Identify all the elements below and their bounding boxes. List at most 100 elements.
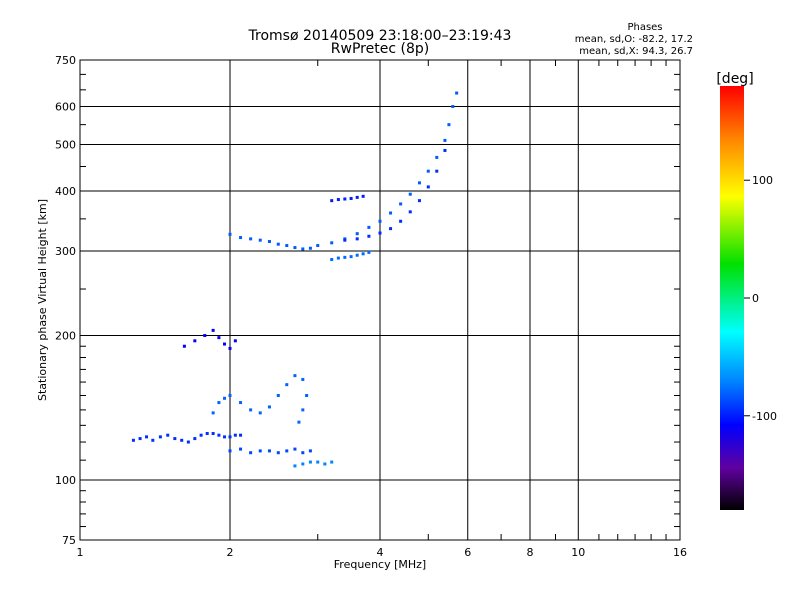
stats-line-x: mean, sd,X: 94.3, 26.7: [579, 46, 693, 57]
data-point: [228, 232, 232, 236]
y-tick-label: 300: [55, 245, 76, 258]
data-point: [426, 169, 430, 173]
data-point: [316, 244, 320, 248]
y-axis-ticks: 75 100 200 300 400 500 600 750: [55, 54, 680, 547]
colorbar-tick-label: 100: [752, 174, 773, 187]
data-points: [131, 91, 459, 468]
data-point: [301, 408, 305, 412]
data-point: [228, 346, 232, 350]
data-point: [239, 447, 243, 451]
colorbar-tick-label: 0: [752, 292, 759, 305]
data-point: [330, 460, 334, 464]
data-point: [199, 433, 203, 437]
data-point: [301, 377, 305, 381]
data-point: [233, 433, 237, 437]
data-point: [355, 232, 359, 236]
data-point: [258, 238, 262, 242]
data-point: [267, 240, 271, 244]
y-tick-label: 200: [55, 330, 76, 343]
data-point: [285, 244, 289, 248]
stats-line-o: mean, sd,O: -82.2, 17.2: [575, 34, 693, 45]
x-tick-label: 6: [464, 546, 471, 559]
data-point: [367, 234, 371, 238]
data-point: [301, 247, 305, 251]
data-point: [228, 449, 232, 453]
data-point: [293, 447, 297, 451]
y-tick-label: 750: [55, 54, 76, 67]
data-point: [186, 440, 190, 444]
data-point: [249, 408, 253, 412]
data-point: [180, 438, 184, 442]
data-point: [182, 344, 186, 348]
y-tick-label: 100: [55, 474, 76, 487]
data-point: [131, 438, 135, 442]
data-point: [297, 420, 301, 424]
data-point: [349, 196, 353, 200]
y-tick-label: 500: [55, 139, 76, 152]
data-point: [378, 219, 382, 223]
x-axis-label: Frequency [MHz]: [334, 558, 426, 571]
data-point: [355, 195, 359, 199]
data-point: [417, 181, 421, 185]
data-point: [361, 194, 365, 198]
data-point: [239, 236, 243, 240]
data-point: [336, 198, 340, 202]
data-point: [361, 252, 365, 256]
data-point: [193, 339, 197, 343]
data-point: [239, 401, 243, 405]
data-point: [285, 383, 289, 387]
data-point: [205, 432, 209, 436]
colorbar-ticks: 100 0 -100: [744, 174, 777, 423]
data-point: [367, 250, 371, 254]
data-point: [267, 449, 271, 453]
data-point: [435, 155, 439, 159]
data-point: [249, 451, 253, 455]
data-point: [217, 401, 221, 405]
chart-subtitle: RwPretec (8p): [331, 41, 429, 57]
data-point: [217, 433, 221, 437]
data-point: [308, 460, 312, 464]
chart-title: Tromsø 20140509 23:18:00–23:19:43: [248, 28, 512, 44]
data-point: [293, 464, 297, 468]
x-tick-label: 8: [527, 546, 534, 559]
data-point: [223, 435, 227, 439]
data-point: [330, 241, 334, 245]
data-point: [267, 405, 271, 409]
data-point: [330, 258, 334, 262]
data-point: [223, 396, 227, 400]
data-point: [223, 342, 227, 346]
data-point: [447, 123, 451, 127]
data-point: [408, 210, 412, 214]
data-point: [217, 336, 221, 340]
data-point: [343, 238, 347, 242]
data-point: [203, 334, 207, 338]
data-point: [276, 394, 280, 398]
data-point: [211, 328, 215, 332]
data-point: [305, 394, 309, 398]
x-tick-label: 2: [227, 546, 234, 559]
data-point: [285, 449, 289, 453]
data-point: [408, 192, 412, 196]
data-point: [308, 246, 312, 250]
data-point: [443, 138, 447, 142]
data-point: [435, 169, 439, 173]
data-point: [367, 225, 371, 229]
x-axis-ticks: 1 2 4 6 8 10 16: [77, 60, 687, 559]
grid-lines: [80, 60, 680, 540]
data-point: [330, 199, 334, 203]
data-point: [151, 438, 155, 442]
data-point: [293, 374, 297, 378]
data-point: [145, 435, 149, 439]
data-point: [276, 451, 280, 455]
x-tick-label: 16: [673, 546, 687, 559]
x-tick-label: 4: [377, 546, 384, 559]
data-point: [166, 433, 170, 437]
data-point: [443, 148, 447, 152]
colorbar: [720, 86, 744, 510]
colorbar-tick-label: -100: [752, 410, 777, 423]
y-tick-label: 75: [62, 534, 76, 547]
data-point: [355, 253, 359, 257]
data-point: [426, 185, 430, 189]
data-point: [399, 202, 403, 206]
data-point: [389, 227, 393, 231]
